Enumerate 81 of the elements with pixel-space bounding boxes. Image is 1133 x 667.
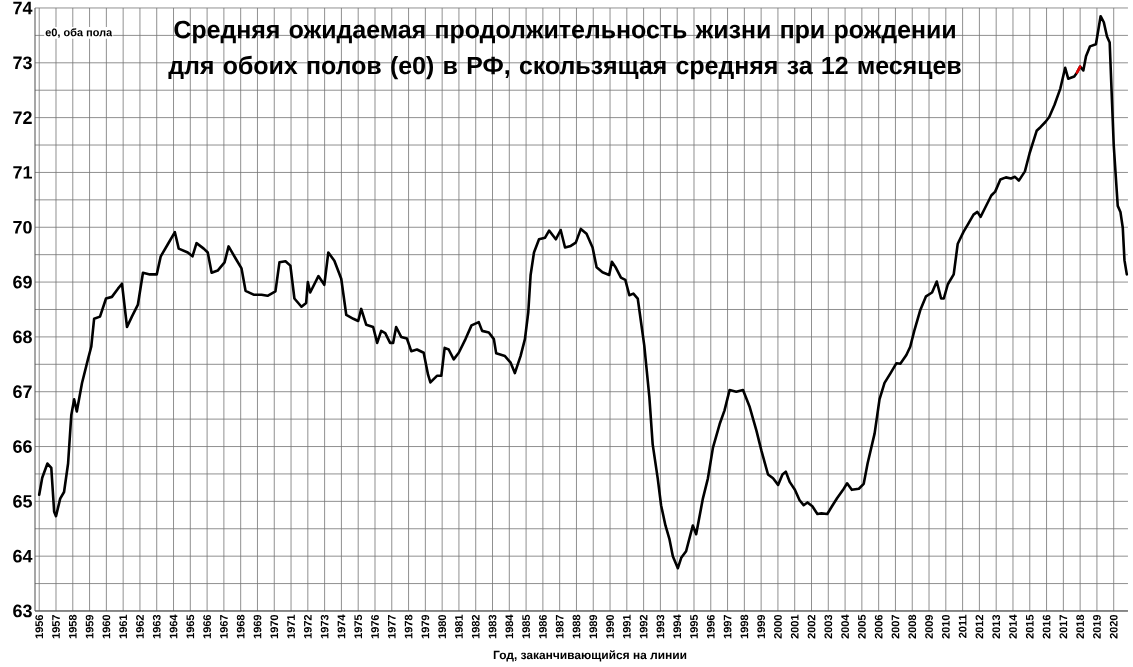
x-tick-label: 1998 bbox=[740, 614, 749, 639]
x-tick-label: 2008 bbox=[908, 614, 917, 639]
x-tick-label: 2020 bbox=[1109, 614, 1118, 639]
x-tick-label: 2003 bbox=[824, 614, 833, 639]
x-tick-label: 1960 bbox=[102, 614, 111, 639]
x-tick-label: 1994 bbox=[673, 614, 682, 639]
y-tick-label: 65 bbox=[13, 494, 32, 508]
y-tick-label: 67 bbox=[13, 385, 32, 399]
x-tick-label: 1972 bbox=[303, 614, 312, 639]
x-tick-label: 2001 bbox=[790, 614, 799, 639]
x-tick-label: 1976 bbox=[371, 614, 379, 639]
x-tick-label: 1997 bbox=[723, 614, 732, 639]
x-tick-label: 2018 bbox=[1076, 614, 1085, 639]
x-tick-label: 2010 bbox=[941, 614, 950, 639]
x-tick-label: 1965 bbox=[186, 614, 195, 639]
x-tick-label: 2000 bbox=[774, 614, 782, 639]
x-tick-label: 1961 bbox=[119, 614, 128, 639]
x-tick-label: 1981 bbox=[455, 614, 463, 639]
x-tick-label: 1977 bbox=[387, 614, 396, 639]
x-tick-label: 1958 bbox=[68, 614, 77, 639]
x-tick-label: 1968 bbox=[236, 614, 245, 639]
x-tick-label: 2002 bbox=[807, 614, 816, 639]
x-tick-label: 1986 bbox=[539, 614, 547, 639]
x-tick-label: 1957 bbox=[52, 614, 60, 639]
x-tick-label: 2011 bbox=[958, 614, 967, 638]
x-tick-label: 1999 bbox=[757, 614, 766, 639]
x-tick-label: 1966 bbox=[203, 614, 211, 639]
x-tick-label: 2019 bbox=[1093, 614, 1101, 639]
x-tick-label: 2009 bbox=[925, 614, 933, 639]
y-tick-label: 72 bbox=[13, 111, 32, 124]
x-tick-label: 2012 bbox=[975, 614, 984, 639]
y-tick-label: 63 bbox=[13, 604, 32, 618]
x-tick-label: 1959 bbox=[85, 614, 94, 639]
x-tick-label: 1996 bbox=[706, 614, 715, 639]
x-tick-label: 1978 bbox=[404, 614, 413, 639]
text: Средняя ожидаемая продолжительность жизни при рождении для обоих полов (e0) в РФ, скользящая средняя за 12 месяцев bbox=[168, 20, 961, 80]
x-tick-label: 1979 bbox=[421, 614, 430, 639]
x-tick-label: 2006 bbox=[874, 614, 883, 639]
x-tick-label: 1980 bbox=[438, 614, 447, 639]
x-tick-label: 1964 bbox=[169, 614, 178, 639]
y-tick-label: 66 bbox=[13, 440, 32, 453]
y-tick-label: 71 bbox=[13, 166, 32, 179]
x-axis-title: Год, заканчивающийся на линии bbox=[493, 650, 687, 662]
y-tick-label: 64 bbox=[13, 549, 33, 563]
line-series bbox=[37, 14, 1129, 570]
x-tick-label: 1983 bbox=[488, 614, 497, 639]
x-tick-label: 1963 bbox=[152, 614, 161, 639]
x-tick-label: 1956 bbox=[35, 614, 44, 639]
y-tick-label: 70 bbox=[13, 220, 32, 234]
x-tick-label: 2013 bbox=[992, 614, 1001, 639]
x-tick-label: 1987 bbox=[555, 614, 564, 639]
x-tick-label: 1970 bbox=[270, 614, 279, 639]
y-tick-label: 68 bbox=[13, 330, 32, 344]
x-tick-label: 1988 bbox=[572, 614, 581, 639]
x-tick-label: 1982 bbox=[471, 614, 480, 639]
x-tick-label: 1969 bbox=[253, 614, 262, 639]
x-tick-label: 2014 bbox=[1009, 614, 1017, 639]
y-tick-label: 69 bbox=[13, 275, 32, 289]
x-tick-label: 2017 bbox=[1059, 614, 1068, 639]
y-axis-title: e0, оба пола bbox=[45, 28, 113, 38]
x-tick-label: 2016 bbox=[1042, 614, 1051, 639]
x-tick-label: 1990 bbox=[606, 614, 614, 639]
x-tick-label: 1993 bbox=[656, 614, 665, 639]
x-tick-label: 2007 bbox=[891, 614, 900, 639]
x-tick-label: 1974 bbox=[337, 614, 346, 639]
x-tick-label: 2015 bbox=[1025, 614, 1034, 639]
x-tick-label: 1995 bbox=[690, 614, 698, 639]
x-tick-label: 1973 bbox=[320, 614, 329, 639]
x-tick-label: 1962 bbox=[136, 614, 144, 639]
x-tick-label: 1991 bbox=[622, 614, 631, 639]
x-tick-label: 1971 bbox=[287, 614, 295, 639]
x-tick-label: 1975 bbox=[354, 614, 363, 639]
x-tick-label: 1985 bbox=[522, 614, 530, 639]
x-tick-label: 1989 bbox=[589, 614, 598, 639]
x-tick-label: 2005 bbox=[858, 614, 866, 639]
x-tick-label: 1992 bbox=[639, 614, 648, 639]
x-tick-label: 1967 bbox=[220, 614, 228, 639]
x-tick-label: 1984 bbox=[505, 614, 514, 639]
y-tick-label: 73 bbox=[13, 56, 32, 70]
y-tick-label: 74 bbox=[13, 1, 33, 15]
x-tick-label: 2004 bbox=[841, 614, 849, 639]
